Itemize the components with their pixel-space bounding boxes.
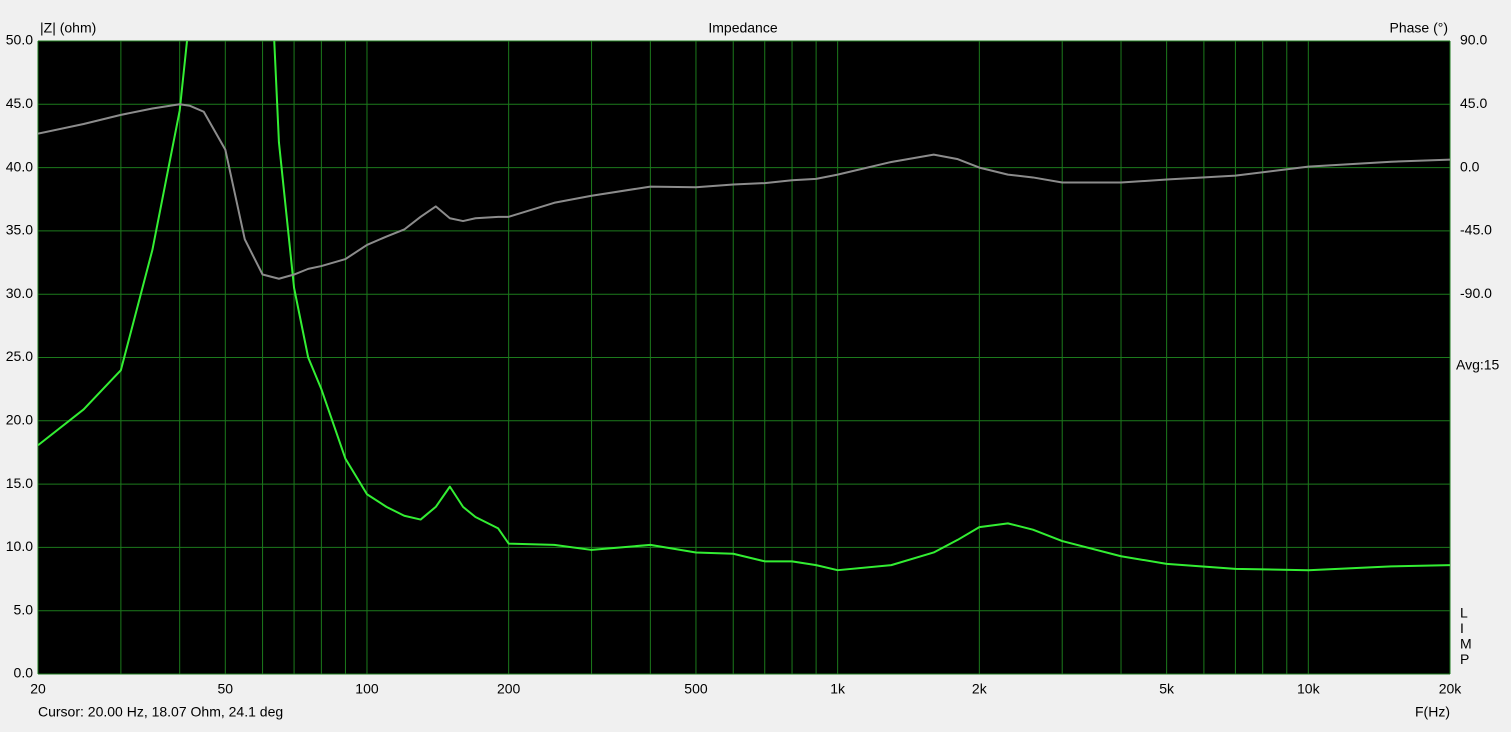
watermark-letter: M [1460,636,1472,652]
y-tick-label: 10.0 [6,538,33,554]
y2-tick-label: -45.0 [1460,222,1492,238]
grid [37,40,1451,675]
x-tick-label: 100 [355,681,379,697]
y-tick-label: 50.0 [6,32,33,48]
watermark-letter: P [1460,651,1469,667]
y2-tick-label: 45.0 [1460,95,1487,111]
y-axis-label: |Z| (ohm) [40,20,96,36]
watermark-letter: I [1460,620,1464,636]
x-tick-label: 50 [218,681,234,697]
annotation: Avg:15 [1456,357,1500,373]
x-tick-label: 200 [497,681,521,697]
x-tick-label: 20 [30,681,46,697]
x-tick-label: 500 [684,681,708,697]
y-tick-label: 35.0 [6,222,33,238]
lines [38,41,1450,572]
y2-tick-label: -90.0 [1460,285,1492,301]
x-tick-label: 5k [1159,681,1175,697]
chart-title: Impedance [708,20,777,36]
x-tick-label: 1k [830,681,846,697]
y2-tick-label: 0.0 [1460,158,1480,174]
y-tick-label: 20.0 [6,412,33,428]
y-tick-label: 30.0 [6,285,33,301]
watermark-letter: L [1460,605,1468,621]
status-bar: Cursor: 20.00 Hz, 18.07 Ohm, 24.1 deg [38,704,283,720]
x-tick-label: 2k [972,681,988,697]
y-tick-label: 40.0 [6,158,33,174]
impedance-line [38,41,1450,572]
x-axis-label: F(Hz) [1415,704,1450,720]
x-tick-label: 20k [1439,681,1463,697]
x-tick-label: 10k [1297,681,1321,697]
y2-axis-label: Phase (°) [1389,20,1448,36]
y-tick-label: 15.0 [6,475,33,491]
y2-tick-label: 90.0 [1460,32,1487,48]
y-tick-label: 0.0 [14,665,34,681]
y-tick-label: 45.0 [6,95,33,111]
y-tick-label: 25.0 [6,348,33,364]
y-tick-label: 5.0 [14,601,34,617]
phase-line [38,103,1450,280]
